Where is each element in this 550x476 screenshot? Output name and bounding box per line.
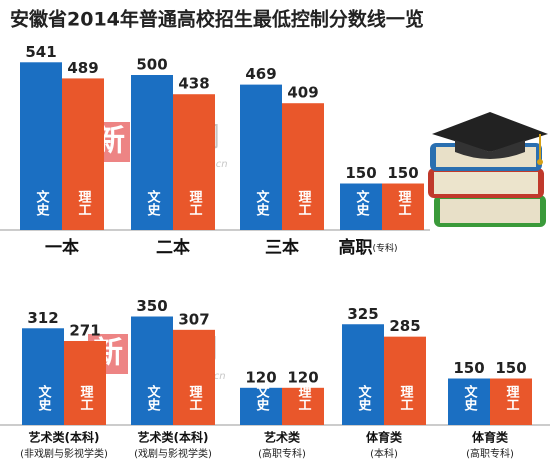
value-label: 150 (495, 359, 526, 377)
bar (20, 62, 62, 230)
value-label: 307 (178, 310, 209, 328)
category-name: 二本 (156, 237, 190, 258)
category-label: 体育类 (472, 430, 509, 445)
value-label: 120 (245, 368, 276, 386)
bar-series-name: 文史 (145, 384, 161, 412)
bar (382, 183, 424, 230)
bar-series-name: 文史 (356, 384, 372, 412)
category-label: 艺术类(本科) (29, 430, 100, 445)
category-label: 三本 (265, 237, 299, 258)
value-label: 500 (136, 56, 167, 74)
value-label: 438 (178, 75, 209, 93)
value-label: 120 (287, 368, 318, 386)
bar (64, 340, 106, 425)
value-label: 325 (347, 305, 378, 323)
bar-series-name: 文史 (462, 384, 478, 412)
category-name: 一本 (45, 237, 79, 258)
category-label: 体育类 (366, 430, 403, 445)
bar-series-name: 文史 (254, 189, 270, 217)
value-label: 350 (136, 297, 167, 315)
value-label: 285 (389, 317, 420, 335)
bar-series-name: 文史 (354, 189, 370, 217)
bar (240, 387, 282, 425)
category-note: (高职专科) (466, 447, 514, 460)
value-label: 271 (69, 321, 100, 339)
value-label: 150 (345, 164, 376, 182)
category-note: (非戏剧与影视学类) (20, 447, 108, 460)
value-label: 150 (453, 359, 484, 377)
category-name: 三本 (265, 237, 299, 258)
bar-series-name: 理工 (396, 190, 412, 216)
category-note: (戏剧与影视学类) (134, 447, 212, 460)
category-name: 高职 (338, 237, 372, 258)
bar-series-name: 理工 (78, 385, 94, 411)
books-icon (428, 112, 548, 227)
bar (448, 378, 490, 425)
category-note: (本科) (370, 447, 398, 460)
category-label: 艺术类(本科) (138, 430, 209, 445)
value-label: 150 (387, 164, 418, 182)
bar (22, 328, 64, 425)
bar-series-name: 理工 (398, 385, 414, 411)
bar (173, 329, 215, 425)
bar-series-name: 文史 (254, 384, 270, 412)
bar (173, 94, 215, 230)
value-label: 409 (287, 84, 318, 102)
category-note: (高职专科) (258, 447, 306, 460)
bar-series-name: 理工 (504, 385, 520, 411)
value-label: 541 (25, 43, 56, 61)
bar (342, 324, 384, 425)
bar-series-name: 理工 (187, 385, 203, 411)
value-label: 312 (27, 309, 58, 327)
category-label: 艺术类 (264, 430, 301, 445)
bar (282, 387, 324, 425)
bar-series-name: 理工 (76, 190, 92, 216)
title: 安徽省2014年普通高校招生最低控制分数线一览 (10, 8, 424, 31)
category-note: (专科) (372, 242, 397, 254)
bar-series-name: 理工 (187, 190, 203, 216)
category-label: 二本 (156, 237, 190, 258)
value-label: 469 (245, 65, 276, 83)
category-label: 高职(专科) (338, 237, 397, 258)
bar-series-name: 文史 (36, 384, 52, 412)
bar-series-name: 理工 (296, 385, 312, 411)
bar (340, 183, 382, 230)
bar-series-name: 文史 (145, 189, 161, 217)
category-label: 一本 (45, 237, 79, 258)
bar-series-name: 理工 (296, 190, 312, 216)
bar (490, 378, 532, 425)
bar-series-name: 文史 (34, 189, 50, 217)
bar (131, 316, 173, 425)
bar (62, 78, 104, 230)
bar (131, 75, 173, 230)
value-label: 489 (67, 59, 98, 77)
bar (282, 103, 324, 230)
bar (384, 336, 426, 425)
bar (240, 84, 282, 230)
